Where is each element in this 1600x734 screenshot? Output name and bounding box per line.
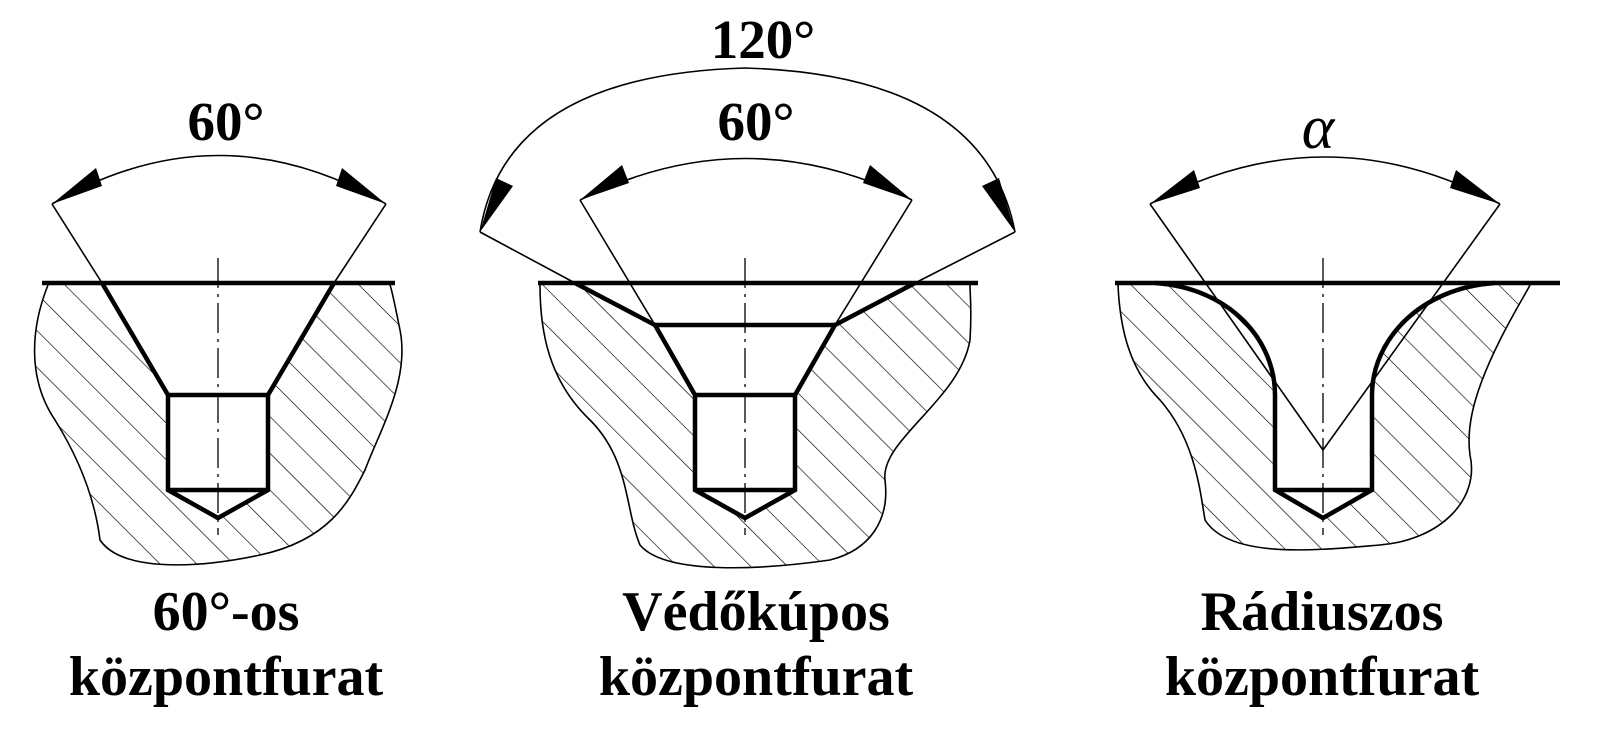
outer-angle-arc (479, 67, 1016, 233)
inner-arrowhead-left (580, 165, 629, 200)
inner-angle-arc (579, 157, 913, 201)
material-boundary (1117, 284, 1531, 551)
cone-line-left (1149, 203, 1324, 451)
arrowhead-left (52, 168, 102, 204)
arrowhead-right (336, 168, 386, 204)
inner-extension-line-left (579, 199, 656, 326)
diagram-protective-cone: 120° 60° Védőkúpos központfurat (479, 9, 1016, 708)
caption-line-1: Védőkúpos (622, 581, 890, 643)
outer-arrowhead-left (480, 178, 513, 232)
hatched-material-section (1118, 285, 1530, 550)
cone-line-right (1322, 203, 1501, 451)
inner-angle-label: 60° (718, 91, 795, 152)
caption-line-2: központfurat (1165, 646, 1480, 708)
inner-arrowhead-right (863, 165, 912, 200)
caption-line-1: Rádiuszos (1201, 581, 1444, 643)
arrowhead-right (1450, 170, 1500, 204)
arrowhead-left (1150, 170, 1200, 204)
material-boundary (33, 284, 403, 566)
caption-line-1: 60°-os (153, 581, 300, 643)
outer-angle-label: 120° (711, 9, 816, 70)
outer-extension-line-right (914, 231, 1016, 284)
outer-arrowhead-right (982, 178, 1015, 232)
material-boundary (539, 284, 972, 569)
inner-extension-line-right (834, 199, 913, 326)
hole-profile (573, 281, 917, 521)
hatched-material-section (540, 285, 971, 568)
diagram-60-degree: 60° 60°-os központfurat (33, 91, 403, 708)
angle-dimension-arc (51, 154, 387, 205)
hole-profile (1154, 280, 1496, 521)
angle-label: 60° (188, 91, 265, 152)
angle-label: α (1302, 94, 1336, 162)
diagram-radius: α Rádiuszos központfurat (1115, 94, 1560, 708)
extension-line-left (51, 203, 103, 284)
hatched-material-section (34, 285, 402, 565)
outer-extension-line-left (479, 231, 576, 284)
angle-dimension-arc (1149, 156, 1501, 205)
extension-line-right (333, 203, 387, 284)
caption-line-2: központfurat (69, 646, 384, 708)
caption-line-2: központfurat (599, 646, 914, 708)
